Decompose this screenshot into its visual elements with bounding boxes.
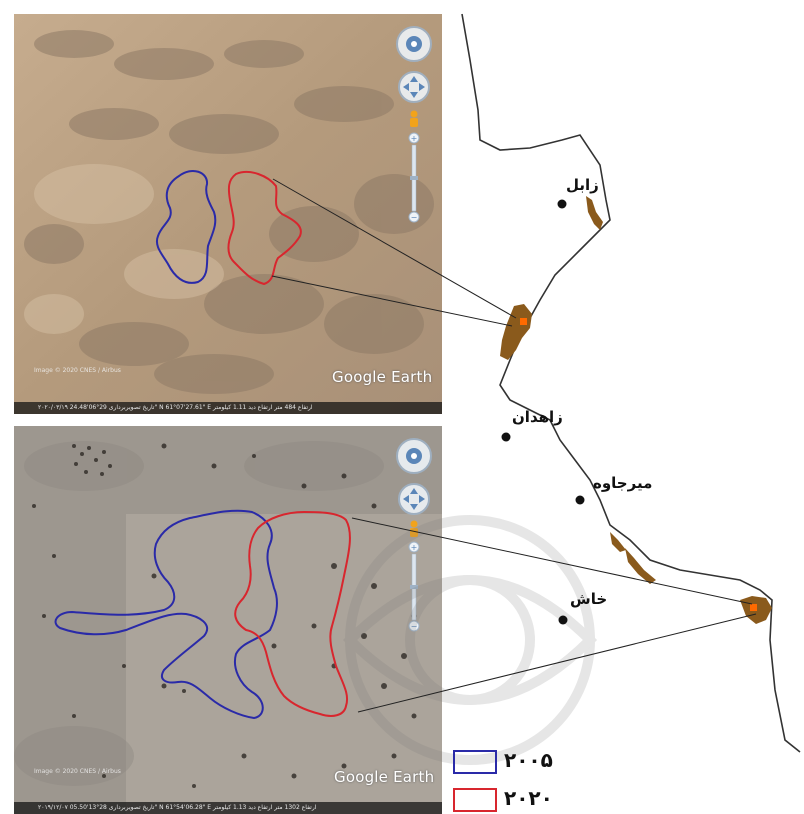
city-dot-zabol [557,199,567,209]
outline-2020-bottom [234,510,351,717]
svg-text:−: − [411,213,418,222]
svg-text:−: − [411,622,418,631]
outline-2005-top [156,169,217,284]
city-dot-khash [558,615,568,625]
google-earth-watermark: Google Earth [332,368,433,386]
deposit-central [500,304,532,360]
satellite-panel-bottom: + − Image © 2020 CNES / Airbus Google Ea… [14,426,442,814]
legend-swatch-2020 [453,788,497,812]
city-label-khash: خاش [570,590,608,608]
border-line [461,13,801,753]
satellite-image-bottom [14,426,442,814]
city-dot-zahedan [501,432,511,442]
city-dot-mirjaveh [575,495,585,505]
satellite-image-top [14,14,442,414]
move-control-icon[interactable] [396,69,432,105]
imagery-credit: Image © 2020 CNES / Airbus [34,768,121,775]
status-bar: ۲۰۱۹/۱۲/۰۷ تاریخ تصویربرداری 28°13'05.50… [14,802,442,814]
deposit-mirjaveh-1 [610,532,626,552]
zoom-slider-icon[interactable]: + − [407,132,421,224]
look-control-icon[interactable] [394,24,434,64]
deposit-mirjaveh-2 [625,548,656,584]
site-marker-central [520,318,527,325]
svg-text:+: + [411,543,418,552]
satellite-panel-top: + − Image © 2020 CNES / Airbus Google Ea… [14,14,442,414]
status-bar: ۲۰۲۰/۰۳/۱۹ تاریخ تصویربرداری 29°06'24.48… [14,402,442,414]
imagery-credit: Image © 2020 CNES / Airbus [34,367,121,374]
deposit-zabol [586,196,603,230]
legend-label-2020: ۲۰۲۰ [504,786,553,810]
city-label-zahedan: زاهدان [512,408,563,426]
svg-text:+: + [411,134,418,143]
look-control-icon[interactable] [394,436,434,476]
street-view-pegman-icon[interactable] [406,110,422,130]
zoom-slider-icon[interactable]: + − [407,541,421,633]
move-control-icon[interactable] [396,481,432,517]
google-earth-watermark: Google Earth [334,768,435,786]
city-label-mirjaveh: میرجاوه [593,474,653,492]
site-marker-south [750,604,757,611]
street-view-pegman-icon[interactable] [406,520,422,540]
legend-label-2005: ۲۰۰۵ [504,748,553,772]
legend-swatch-2005 [453,750,497,774]
city-label-zabol: زابل [566,176,599,194]
outline-2005-bottom [54,509,278,720]
deposit-south [740,596,772,624]
